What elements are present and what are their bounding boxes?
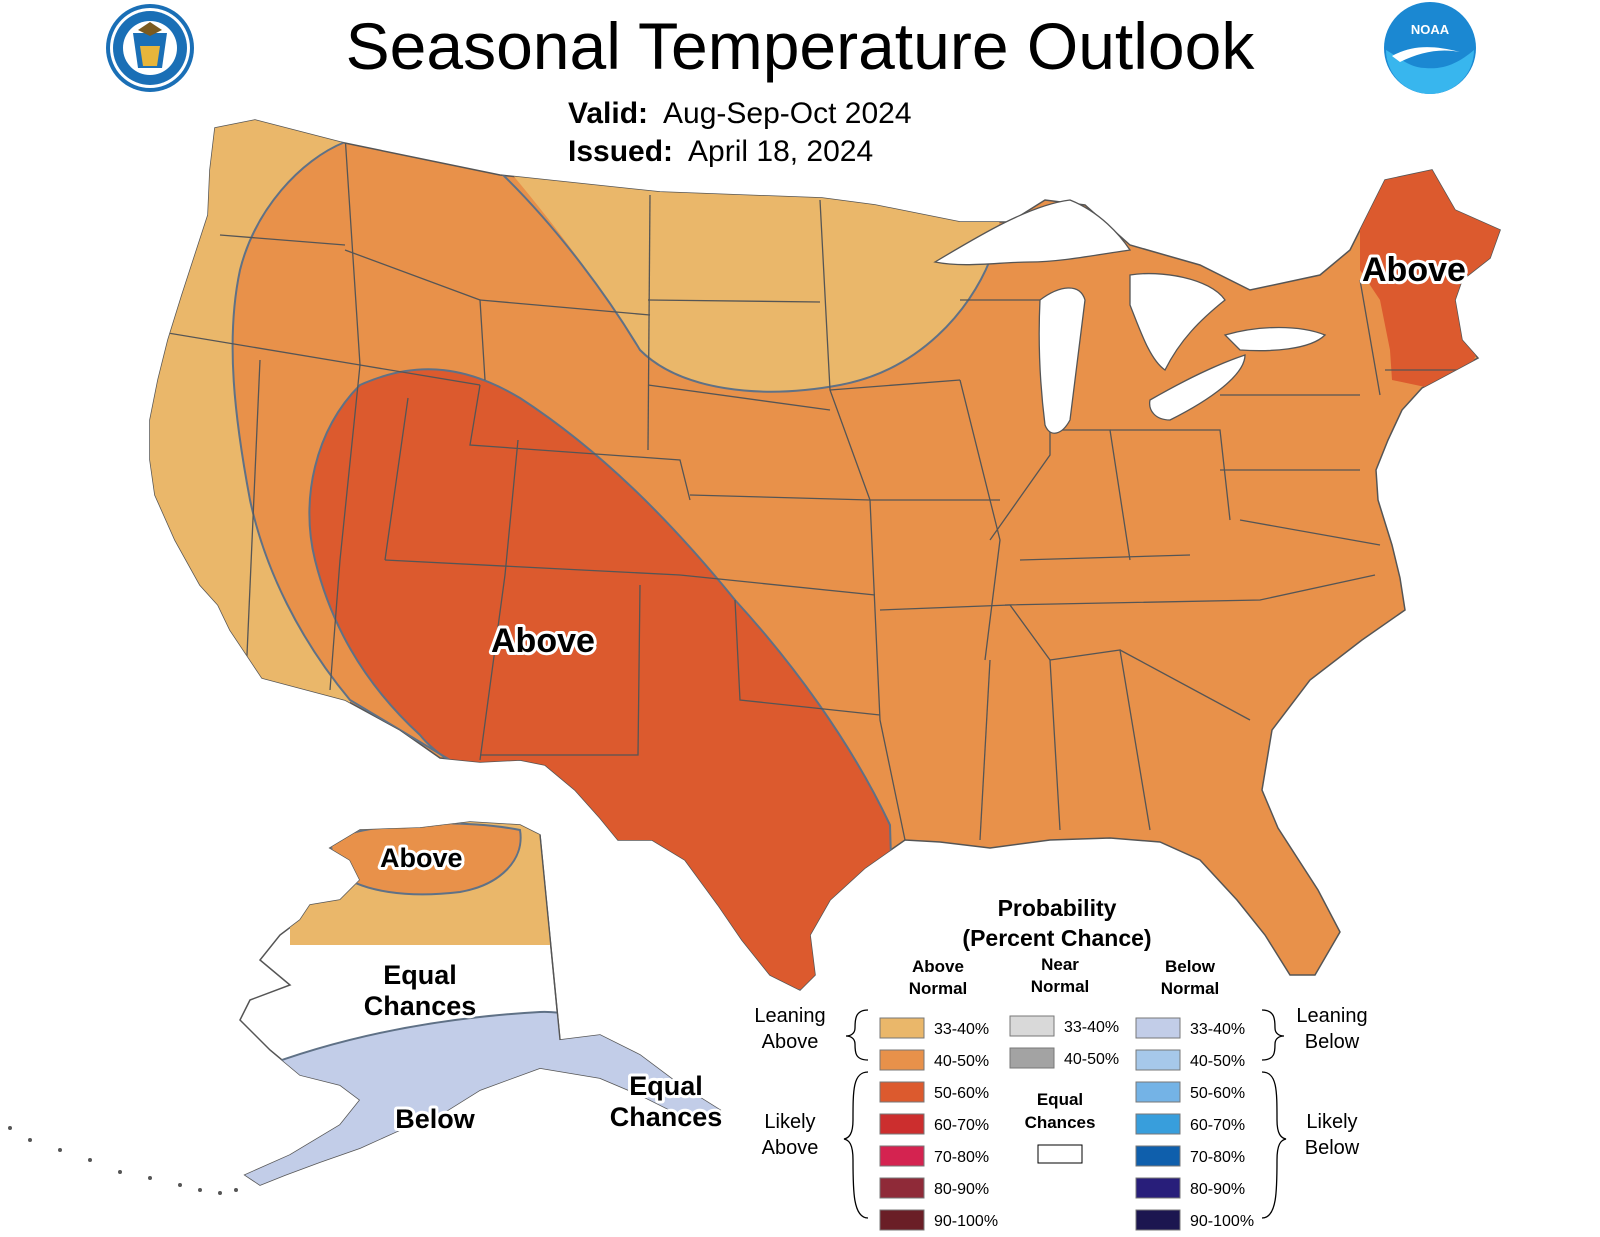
- legend-near-header-2: Normal: [1031, 977, 1090, 996]
- legend-near-bin-swatch: [1009, 1047, 1055, 1069]
- commerce-seal-logo: [106, 4, 194, 92]
- issued-label: Issued:: [568, 135, 674, 168]
- legend-left-likely-2: Above: [762, 1137, 819, 1159]
- legend-left-likely-1: Likely: [764, 1111, 815, 1133]
- legend-near-bin-swatch: [1009, 1015, 1055, 1037]
- legend-below-bin-label: 70-80%: [1190, 1149, 1245, 1166]
- legend-below-bin-label: 40-50%: [1190, 1053, 1245, 1070]
- label-below-alaska: Below: [395, 1104, 476, 1134]
- legend-left-leaning-1: Leaning: [754, 1005, 825, 1027]
- legend-below-header-1: Below: [1165, 957, 1216, 976]
- above-50-region-southwest: [308, 368, 897, 990]
- contour-lean-west: [231, 141, 451, 761]
- label-equal-chances-west-2: Chances: [364, 991, 477, 1021]
- legend-above-bin-swatch: [879, 1209, 925, 1231]
- legend-equal-chances-swatch: [1037, 1144, 1083, 1164]
- legend-above-bin-swatch: [879, 1177, 925, 1199]
- aleutian-islands: [8, 1126, 238, 1195]
- legend-left-leaning-2: Above: [762, 1031, 819, 1053]
- legend-above-header-1: Above: [912, 957, 964, 976]
- legend-below-bin-label: 90-100%: [1190, 1213, 1254, 1230]
- legend-below-bin-label: 80-90%: [1190, 1181, 1245, 1198]
- valid-label: Valid:: [568, 97, 649, 130]
- legend-below-column: 33-40% 40-50% 50-60% 60-70% 70-80% 80-90% 90-1…: [1135, 1017, 1254, 1231]
- legend-above-bin-label: 80-90%: [934, 1181, 989, 1198]
- legend-above-bin-label: 40-50%: [934, 1053, 989, 1070]
- conus-landmass: [149, 119, 1501, 991]
- label-equal-chances-east-1: Equal: [629, 1071, 703, 1101]
- legend-right-likely-2: Below: [1305, 1137, 1360, 1159]
- legend-below-bin-swatch: [1135, 1017, 1181, 1039]
- legend-above-header-2: Normal: [909, 979, 968, 998]
- legend-below-bin-swatch: [1135, 1113, 1181, 1135]
- contour-lean-north: [499, 171, 991, 393]
- legend: Probability (Percent Chance) Above Norma…: [754, 895, 1368, 1231]
- legend-braces: [843, 1009, 1287, 1219]
- legend-near-header-1: Near: [1041, 955, 1079, 974]
- legend-right-leaning-1: Leaning: [1296, 1005, 1367, 1027]
- alaska-border-line: [539, 834, 561, 1041]
- legend-below-bin-swatch: [1135, 1209, 1181, 1231]
- label-equal-chances-east-2: Chances: [610, 1102, 723, 1132]
- legend-above-bin-swatch: [879, 1145, 925, 1167]
- legend-below-header-2: Normal: [1161, 979, 1220, 998]
- legend-below-bin-swatch: [1135, 1177, 1181, 1199]
- legend-above-column: 33-40% 40-50% 50-60% 60-70% 70-80% 80-90% 90-1…: [879, 1017, 998, 1231]
- legend-above-bin-label: 90-100%: [934, 1213, 998, 1230]
- legend-above-bin-label: 33-40%: [934, 1021, 989, 1038]
- legend-title-1: Probability: [998, 895, 1117, 921]
- page-title: Seasonal Temperature Outlook: [345, 9, 1255, 83]
- legend-above-bin-swatch: [879, 1017, 925, 1039]
- legend-below-bin-label: 50-60%: [1190, 1085, 1245, 1102]
- legend-near-bin-label: 33-40%: [1064, 1019, 1119, 1036]
- legend-equal-1: Equal: [1037, 1090, 1083, 1109]
- legend-above-bin-label: 70-80%: [934, 1149, 989, 1166]
- legend-above-bin-label: 60-70%: [934, 1117, 989, 1134]
- legend-equal-2: Chances: [1025, 1113, 1096, 1132]
- legend-above-bin-label: 50-60%: [934, 1085, 989, 1102]
- label-above-northeast: Above: [1362, 251, 1466, 289]
- lean-above-region-north: [500, 160, 1010, 392]
- legend-above-bin-swatch: [879, 1049, 925, 1071]
- noaa-logo: NOAA: [1384, 2, 1476, 94]
- legend-below-bin-swatch: [1135, 1145, 1181, 1167]
- valid-line: Valid: Aug-Sep-Oct 2024: [568, 96, 912, 132]
- legend-below-bin-swatch: [1135, 1081, 1181, 1103]
- legend-below-bin-label: 60-70%: [1190, 1117, 1245, 1134]
- legend-near-column: 33-40% 40-50%: [1009, 1015, 1119, 1069]
- label-above-alaska: Above: [380, 843, 463, 873]
- great-lakes: [933, 199, 1327, 434]
- legend-above-bin-swatch: [879, 1081, 925, 1103]
- legend-title-2: (Percent Chance): [962, 925, 1151, 951]
- legend-near-bin-label: 40-50%: [1064, 1051, 1119, 1068]
- noaa-logo-text: NOAA: [1411, 22, 1450, 37]
- issued-line: Issued: April 18, 2024: [568, 134, 873, 170]
- label-above-southwest: Above: [491, 622, 595, 660]
- legend-above-bin-swatch: [879, 1113, 925, 1135]
- legend-below-bin-label: 33-40%: [1190, 1021, 1245, 1038]
- legend-right-leaning-2: Below: [1305, 1031, 1360, 1053]
- legend-right-likely-1: Likely: [1306, 1111, 1357, 1133]
- issued-value: April 18, 2024: [688, 135, 874, 168]
- state-borders: [150, 134, 1470, 841]
- legend-below-bin-swatch: [1135, 1049, 1181, 1071]
- label-equal-chances-west-1: Equal: [383, 960, 457, 990]
- valid-value: Aug-Sep-Oct 2024: [663, 97, 912, 130]
